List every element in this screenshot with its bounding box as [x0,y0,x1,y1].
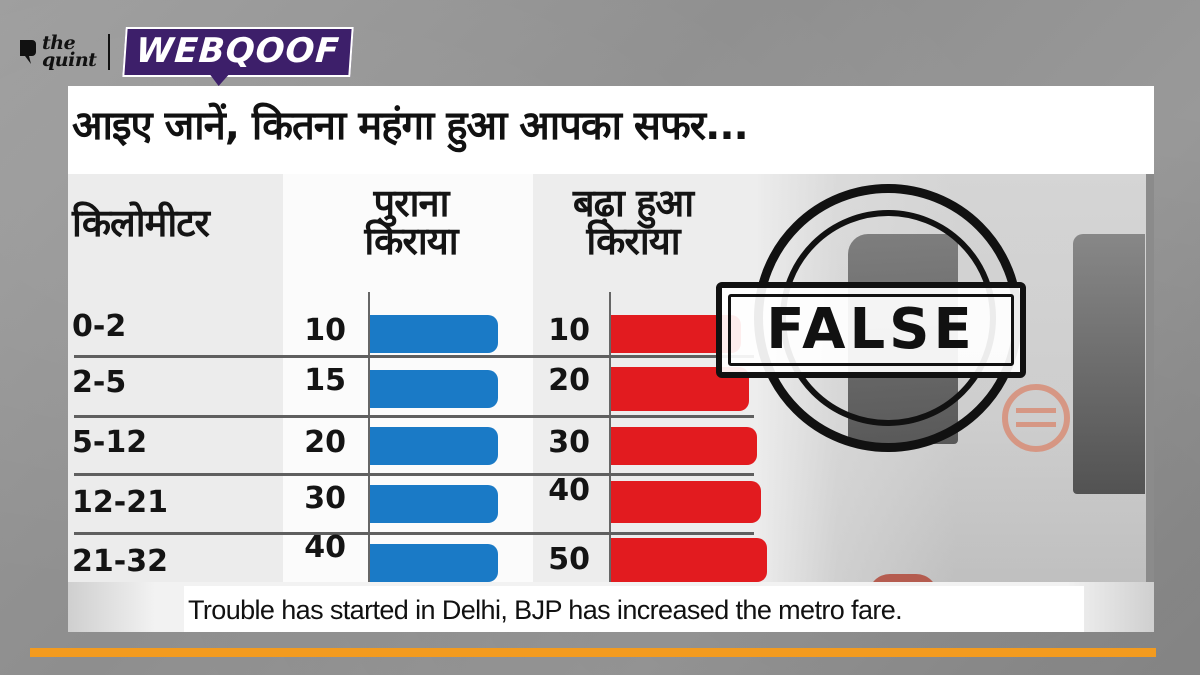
new-fare-header: बढ़ा हुआ किराया [538,184,728,260]
brand-header: the quint WEBQOOF [18,22,354,82]
quint-thumb-icon [20,40,36,64]
old-fare-bar [370,315,498,353]
new-fare-value: 40 [548,473,590,508]
old-fare-value: 30 [304,481,346,516]
old-fare-header: पुराना किराया [336,184,486,260]
new-fare-value: 50 [548,542,590,577]
new-fare-header-line1: बढ़ा हुआ [572,181,694,225]
accent-rule [30,648,1156,657]
table-row: 0-2 10 10 [68,299,758,359]
post-caption: Trouble has started in Delhi, BJP has in… [184,586,1084,632]
new-fare-value: 10 [548,313,590,348]
distance-header: किलोमीटर [72,201,210,245]
old-fare-header-line2: किराया [364,219,458,263]
old-fare-axis [368,292,370,582]
row-divider [74,532,754,535]
train-edge [1146,174,1154,584]
old-fare-value: 20 [304,425,346,460]
km-range: 12-21 [72,485,168,520]
new-fare-value: 30 [548,425,590,460]
distance-column-bg [68,174,283,584]
row-divider [74,355,754,358]
stamp-label: FALSE [766,297,976,362]
the-quint-logo: the quint [18,32,97,71]
false-stamp: FALSE [714,178,1026,490]
webqoof-badge: WEBQOOF [122,27,354,77]
publisher-line2: quint [42,49,97,71]
train-window [1073,234,1145,494]
old-fare-bar [370,370,498,408]
old-fare-bar [370,485,498,523]
new-fare-axis [609,292,611,582]
stamp-label-box: FALSE [716,282,1026,378]
km-range: 5-12 [72,425,148,460]
stamp-label-inner-border [728,294,1014,366]
table-row: 5-12 20 30 [68,417,758,477]
the-quint-wordmark: the quint [42,32,97,71]
table-row: 12-21 30 40 [68,473,761,535]
infographic-headline: आइए जानें, कितना महंगा हुआ आपका सफर... [72,103,749,149]
old-fare-value: 10 [304,313,346,348]
table-row: 21-32 40 50 [68,530,767,594]
km-range: 2-5 [72,365,127,400]
old-fare-bar [370,427,498,465]
row-divider [74,473,754,476]
old-fare-bar [370,544,498,582]
table-row: 2-5 15 20 [68,357,758,417]
km-range: 21-32 [72,544,168,579]
new-fare-value: 20 [548,363,590,398]
row-divider [74,415,754,418]
old-fare-header-line1: पुराना [373,181,450,225]
km-range: 0-2 [72,309,127,344]
new-fare-bar [611,538,767,582]
brand-divider [108,34,111,70]
old-fare-value: 15 [304,363,346,398]
new-fare-header-line2: किराया [586,219,680,263]
delhi-metro-logo-icon [1002,384,1070,452]
old-fare-value: 40 [304,530,346,565]
publisher-line1: the [42,32,76,54]
new-fare-bar [611,427,757,465]
new-fare-bar [611,481,761,523]
